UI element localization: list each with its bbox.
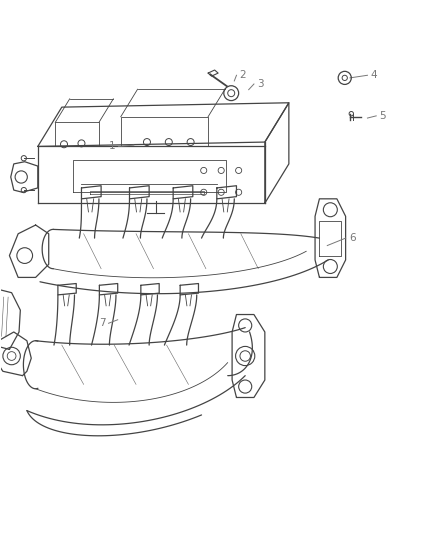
Text: 7: 7 [99,318,105,328]
Text: 1: 1 [109,141,115,151]
Text: 6: 6 [349,233,356,243]
Text: 4: 4 [371,70,377,80]
Text: 3: 3 [257,79,264,89]
Text: 5: 5 [379,111,386,121]
Text: 2: 2 [240,70,246,80]
